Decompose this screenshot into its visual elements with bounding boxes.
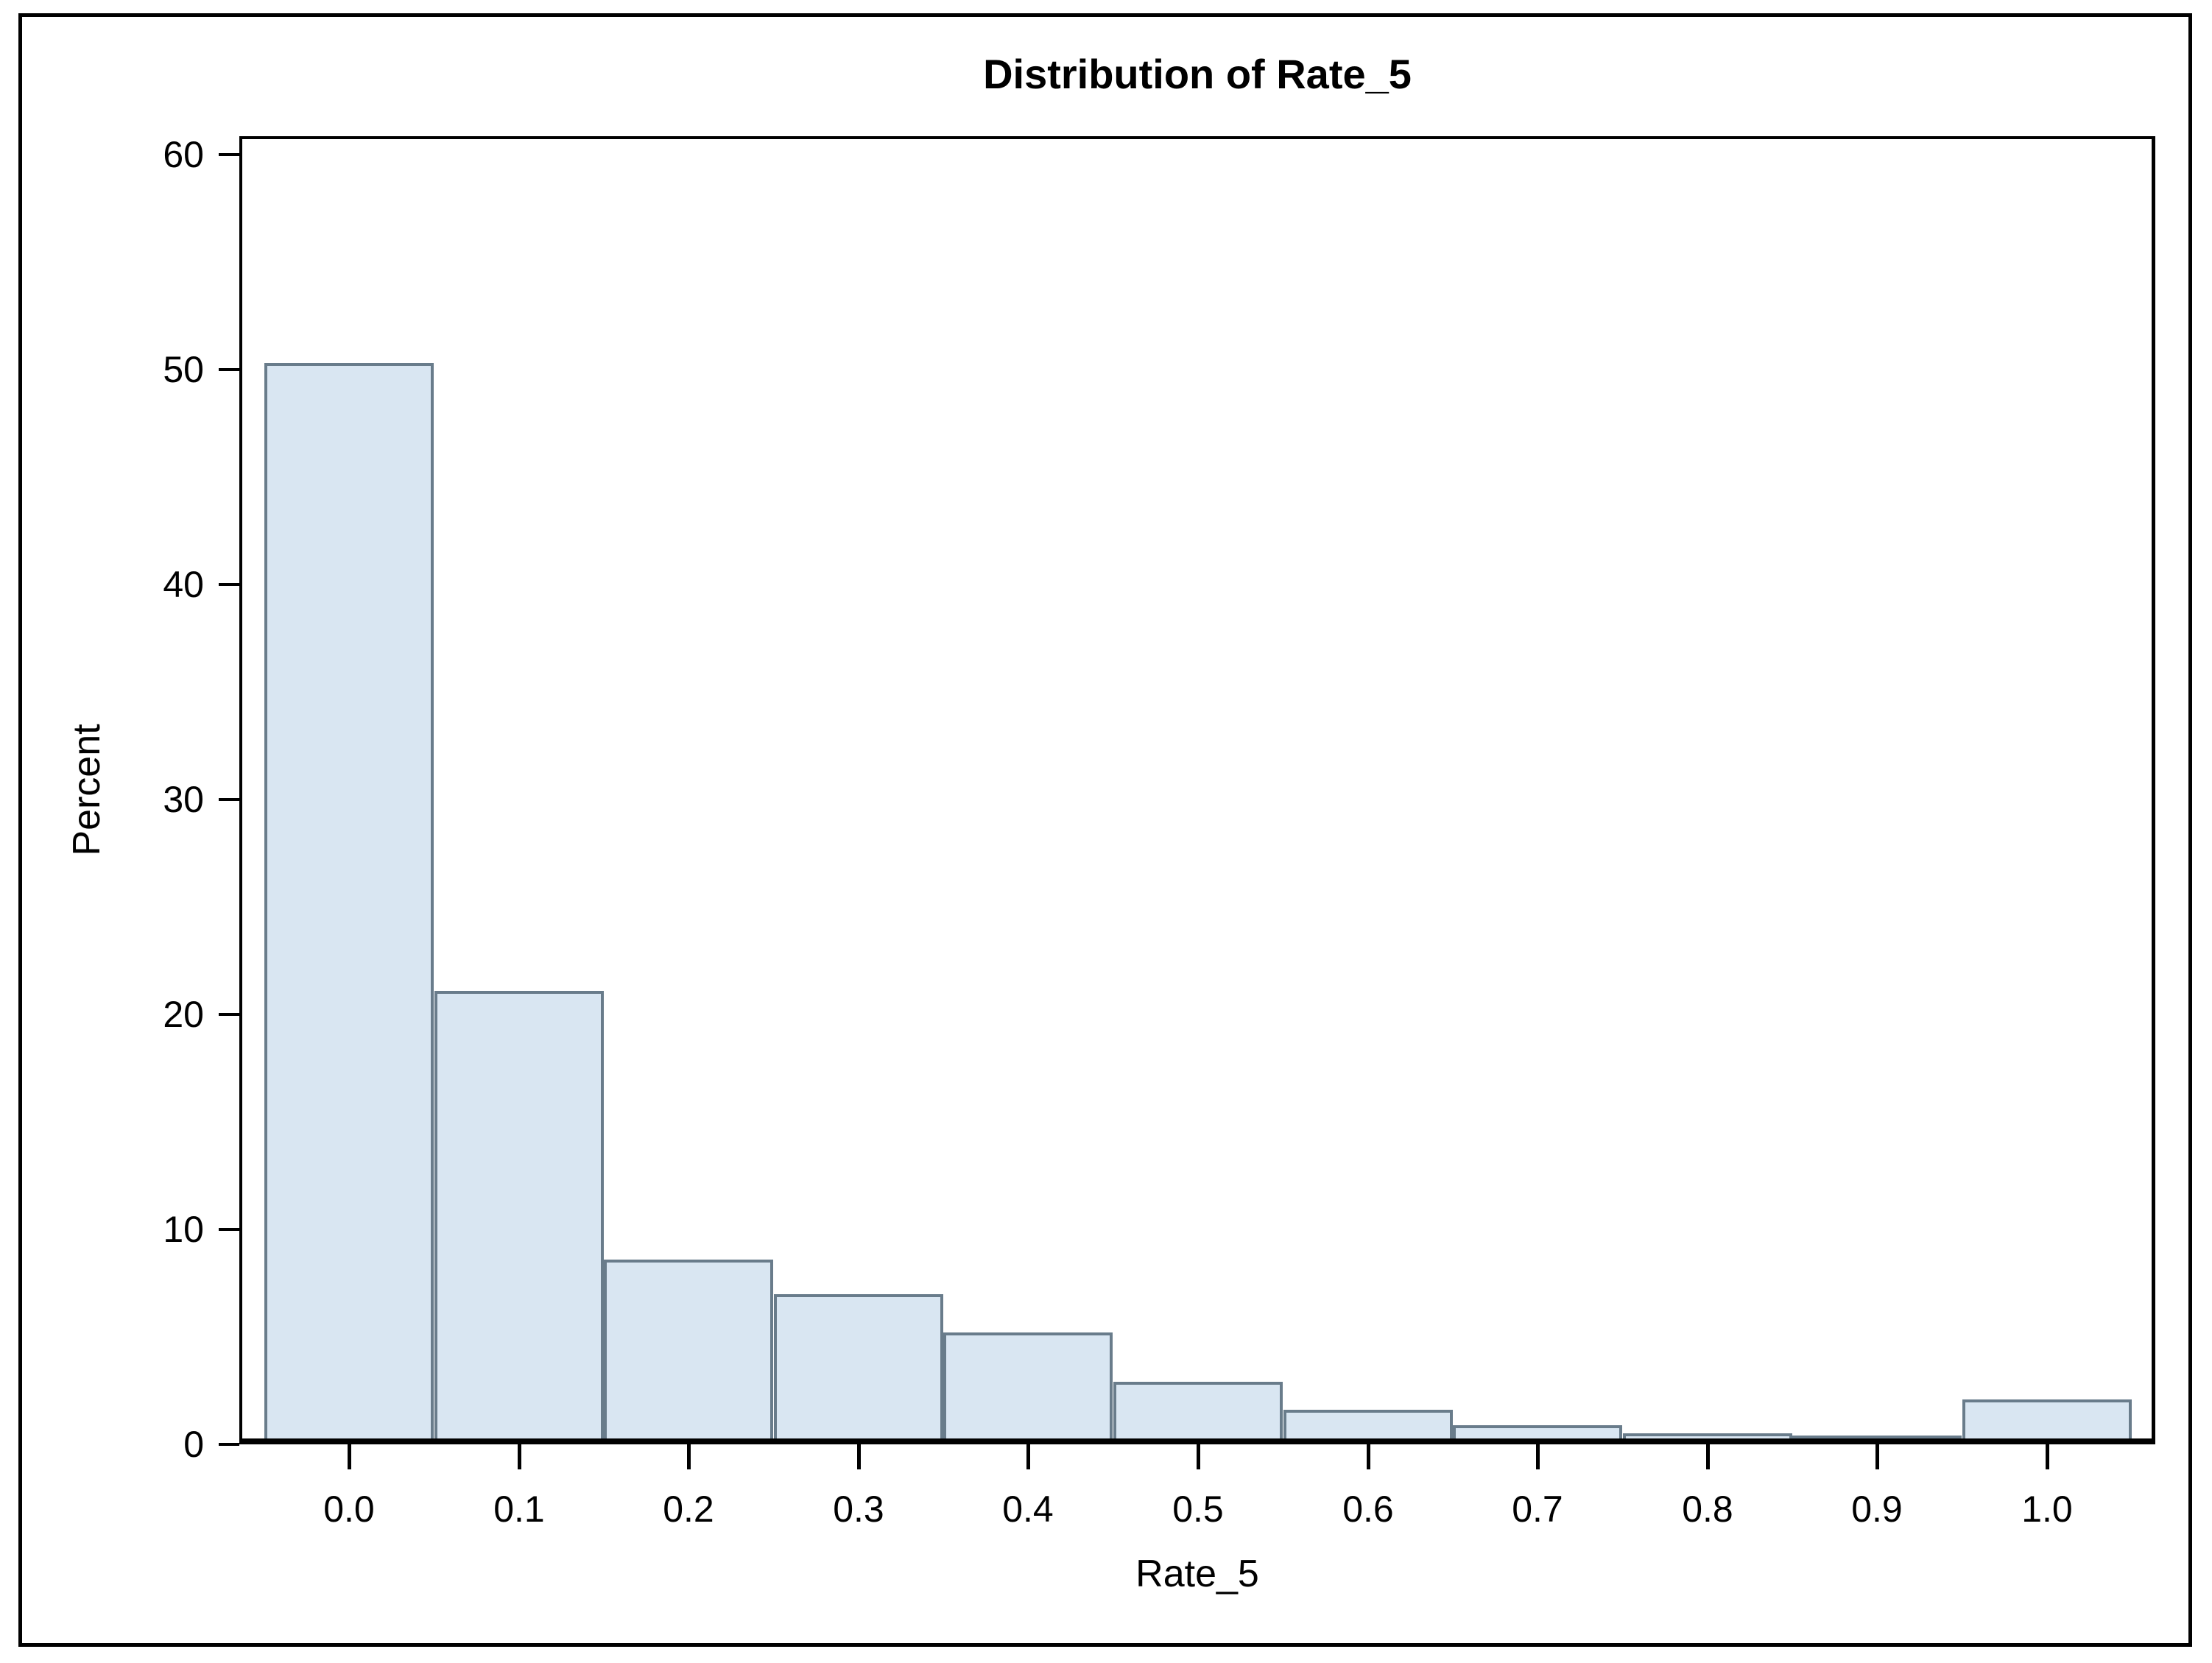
x-tick-mark-0.7	[1536, 1444, 1540, 1469]
x-tick-label-0.1: 0.1	[493, 1489, 545, 1530]
histogram-bar-0.0	[264, 363, 434, 1444]
y-tick-label-10: 10	[163, 1209, 204, 1250]
x-tick-label-0.8: 0.8	[1682, 1489, 1733, 1530]
y-tick-mark-60	[219, 153, 239, 156]
histogram-bar-0.4	[943, 1332, 1113, 1444]
histogram-bar-0.1	[434, 991, 604, 1444]
x-tick-label-0.2: 0.2	[663, 1489, 714, 1530]
page-border	[18, 13, 2192, 1647]
y-axis-title-text: Percent	[66, 724, 108, 856]
plot-frame	[239, 136, 2155, 1444]
y-tick-mark-10	[219, 1228, 239, 1231]
x-tick-mark-0.1	[518, 1444, 521, 1469]
x-tick-mark-0.8	[1706, 1444, 1710, 1469]
y-tick-label-60: 60	[163, 134, 204, 175]
histogram-bar-0.5	[1113, 1382, 1283, 1444]
histogram-bar-0.2	[604, 1260, 773, 1444]
y-tick-mark-20	[219, 1013, 239, 1016]
x-tick-mark-0.9	[1875, 1444, 1879, 1469]
chart-title: Distribution of Rate_5	[983, 51, 1412, 97]
x-tick-label-0.3: 0.3	[833, 1489, 884, 1530]
x-tick-label-0.0: 0.0	[323, 1489, 375, 1530]
y-tick-label-20: 20	[163, 994, 204, 1035]
x-tick-mark-0.5	[1197, 1444, 1200, 1469]
x-tick-label-0.7: 0.7	[1512, 1489, 1563, 1530]
histogram-bar-1.0	[1962, 1399, 2132, 1444]
x-tick-mark-0.6	[1367, 1444, 1370, 1469]
x-tick-mark-0.4	[1026, 1444, 1030, 1469]
x-tick-label-0.6: 0.6	[1342, 1489, 1394, 1530]
x-tick-mark-1.0	[2046, 1444, 2049, 1469]
x-tick-label-0.5: 0.5	[1172, 1489, 1224, 1530]
y-tick-label-0: 0	[183, 1424, 204, 1465]
y-tick-label-30: 30	[163, 779, 204, 820]
x-tick-mark-0.0	[348, 1444, 351, 1469]
x-tick-label-1.0: 1.0	[2021, 1489, 2073, 1530]
x-axis-title: Rate_5	[1135, 1553, 1259, 1595]
x-tick-label-0.9: 0.9	[1851, 1489, 1903, 1530]
y-tick-mark-0	[219, 1443, 239, 1446]
y-tick-label-40: 40	[163, 564, 204, 605]
histogram-bar-0.3	[774, 1294, 943, 1444]
y-tick-label-50: 50	[163, 349, 204, 390]
y-tick-mark-30	[219, 798, 239, 801]
x-tick-mark-0.2	[687, 1444, 691, 1469]
y-tick-mark-40	[219, 583, 239, 586]
y-tick-mark-50	[219, 368, 239, 371]
x-tick-label-0.4: 0.4	[1002, 1489, 1054, 1530]
x-tick-mark-0.3	[857, 1444, 861, 1469]
